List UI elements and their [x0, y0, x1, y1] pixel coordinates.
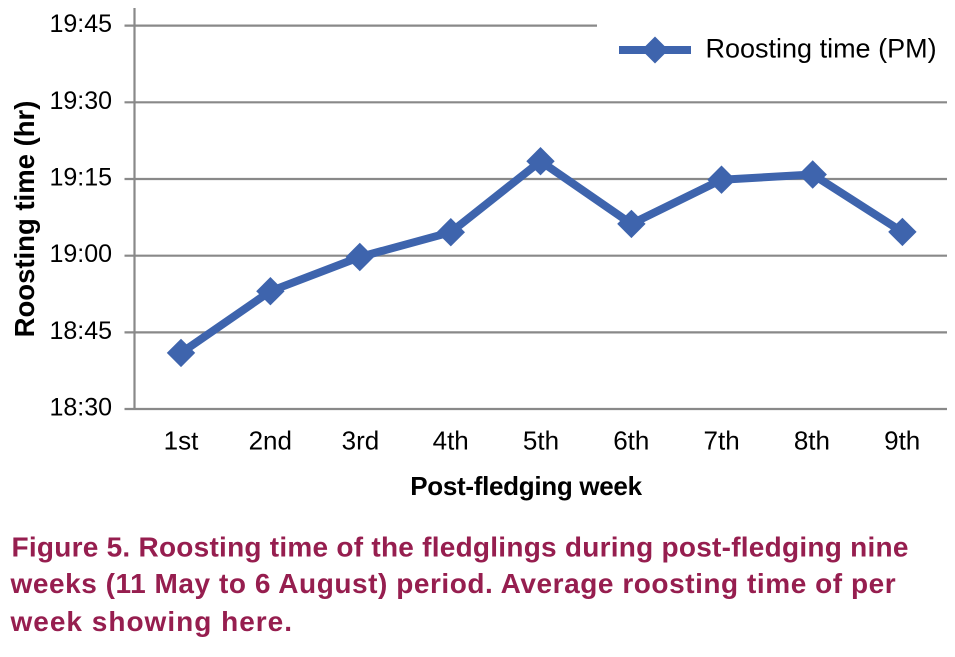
svg-text:8th: 8th [794, 426, 830, 456]
svg-text:1st: 1st [164, 426, 199, 456]
svg-text:19:45: 19:45 [49, 10, 112, 38]
svg-text:19:00: 19:00 [49, 240, 112, 268]
svg-text:18:45: 18:45 [49, 317, 112, 345]
svg-text:Roosting time (PM): Roosting time (PM) [706, 34, 937, 64]
svg-text:18:30: 18:30 [49, 394, 112, 422]
svg-text:5th: 5th [523, 426, 559, 456]
svg-text:Roosting time (hr): Roosting time (hr) [9, 101, 40, 338]
svg-text:Post-fledging week: Post-fledging week [410, 471, 642, 501]
svg-text:2nd: 2nd [249, 426, 292, 456]
svg-text:weeks (11 May to 6 August) per: weeks (11 May to 6 August) period. Avera… [10, 568, 897, 599]
svg-text:6th: 6th [613, 426, 649, 456]
svg-text:19:30: 19:30 [49, 87, 112, 115]
svg-text:3rd: 3rd [342, 426, 380, 456]
svg-text:9th: 9th [884, 426, 920, 456]
svg-text:19:15: 19:15 [49, 164, 112, 192]
svg-text:Figure 5. Roosting time of the: Figure 5. Roosting time of the fledgling… [12, 532, 909, 563]
svg-text:4th: 4th [433, 426, 469, 456]
svg-text:7th: 7th [704, 426, 740, 456]
svg-text:week showing here.: week showing here. [10, 606, 294, 637]
